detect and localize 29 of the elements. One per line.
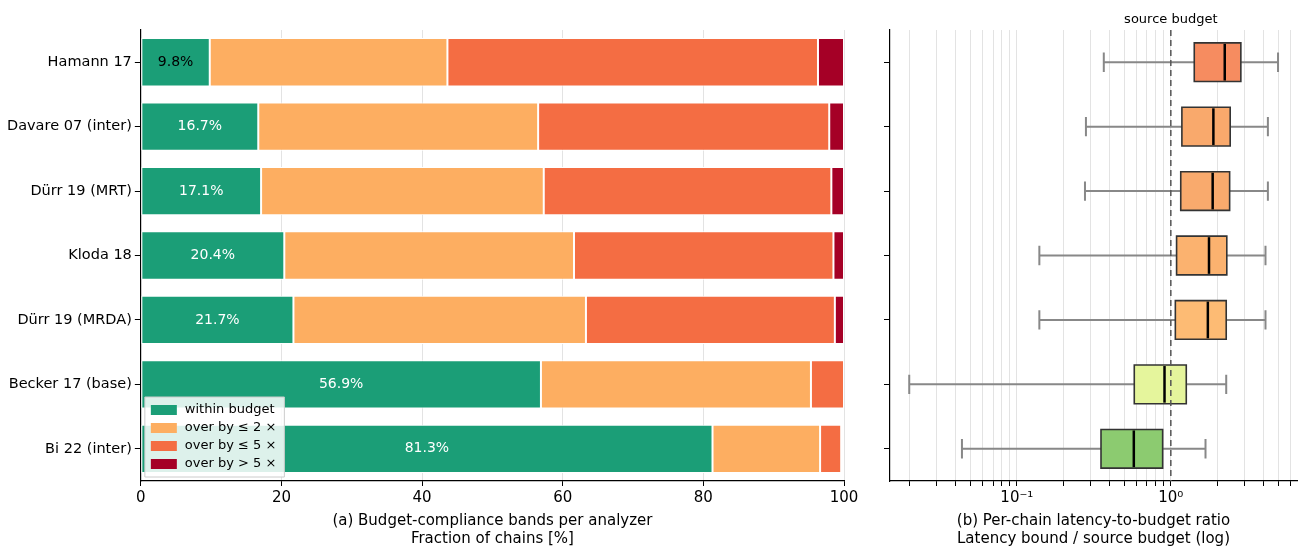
data-label: 21.7% — [195, 310, 240, 327]
x-tick-label: 0 — [136, 487, 146, 506]
x-tick-label: 100 — [829, 487, 859, 506]
y-tick-label: Hamann 17 — [47, 52, 132, 69]
legend-label: over by > 5 × — [184, 455, 277, 471]
legend-label: within budget — [184, 401, 275, 417]
x-tick-label: 10⁰ — [1158, 487, 1184, 506]
x-tick-label: 80 — [693, 487, 713, 506]
y-tick-label: Kloda 18 — [68, 246, 132, 263]
x-tick-label: 20 — [271, 487, 292, 506]
x-axis-title: (b) Per-chain latency-to-budget ratio Latency bound / source budget (log) — [956, 510, 1231, 547]
y-tick-label: Davare 07 (inter) — [6, 117, 132, 134]
data-label: 9.8% — [157, 52, 194, 69]
data-label: 81.3% — [404, 439, 450, 456]
y-tick-label: Dürr 19 (MRT) — [30, 181, 132, 198]
x-tick-label: 40 — [412, 487, 432, 506]
data-label: 17.1% — [178, 181, 224, 198]
y-tick-label: Bi 22 (inter) — [45, 439, 132, 456]
ref-line-label: source budget — [1124, 10, 1218, 26]
legend-label: over by ≤ 2 × — [184, 419, 277, 435]
x-axis-title: (a) Budget-compliance bands per analyzer Fraction of chains [%] — [332, 510, 654, 547]
data-label: 20.4% — [190, 246, 236, 263]
y-tick-label: Dürr 19 (MRDA) — [17, 310, 132, 327]
y-tick-label: Becker 17 (base) — [8, 375, 132, 392]
legend-label: over by ≤ 5 × — [184, 437, 277, 453]
data-label: 56.9% — [318, 375, 364, 391]
data-label: 16.7% — [177, 117, 223, 134]
x-tick-label: 60 — [553, 487, 573, 506]
x-tick-label: 10⁻¹ — [1000, 487, 1034, 506]
